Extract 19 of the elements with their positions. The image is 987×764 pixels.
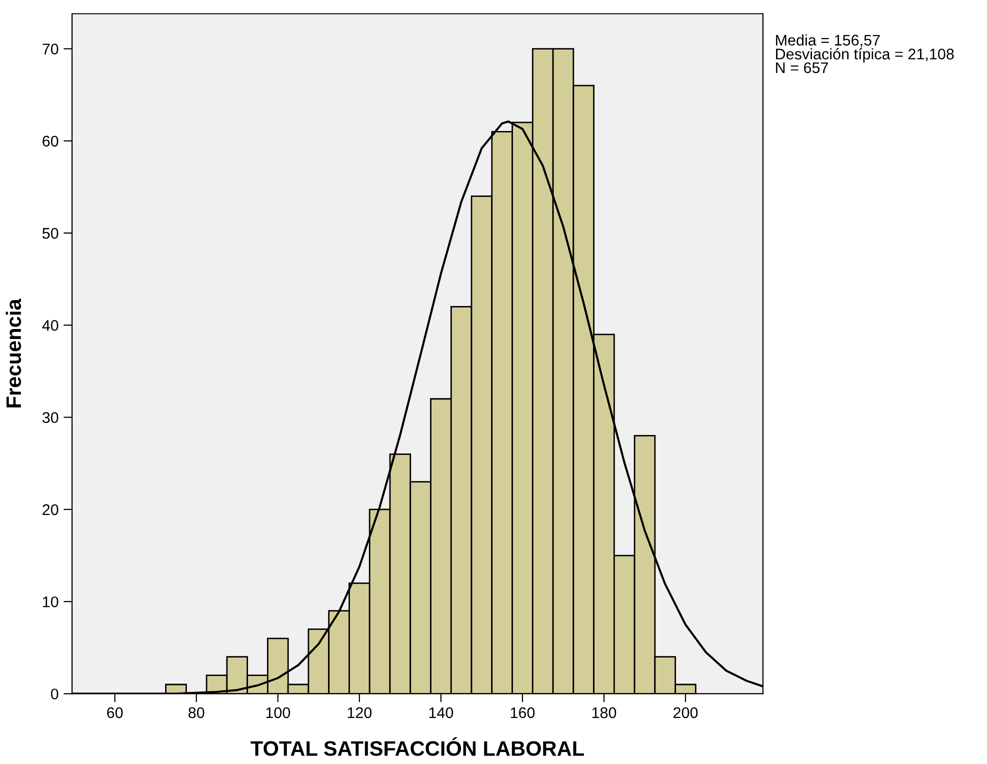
y-tick-label: 60 [42,136,58,147]
x-tick-label: 80 [188,707,204,718]
x-tick-label: 200 [674,707,698,718]
y-axis-title: Frecuencia [6,298,22,408]
x-tick-label: 180 [592,707,616,718]
x-tick-label: 160 [510,707,535,718]
y-tick-label: 30 [42,412,58,423]
y-tick-label: 20 [42,504,58,516]
x-tick-label: 60 [107,707,123,718]
x-tick-label: 140 [429,707,454,718]
x-tick-label: 100 [266,707,290,718]
y-tick-label: 10 [43,596,58,608]
x-axis-title: TOTAL SATISFACCIÓN LABORAL [250,737,584,756]
x-tick-label: 120 [348,707,372,718]
y-tick-label: 40 [42,320,58,331]
y-tick-label: 70 [42,44,58,54]
text: Media = 156,57 Desviación típica = 21,108 N = 657 [776,34,954,74]
y-tick-label: 0 [50,688,58,700]
y-tick-label: 50 [42,228,58,239]
